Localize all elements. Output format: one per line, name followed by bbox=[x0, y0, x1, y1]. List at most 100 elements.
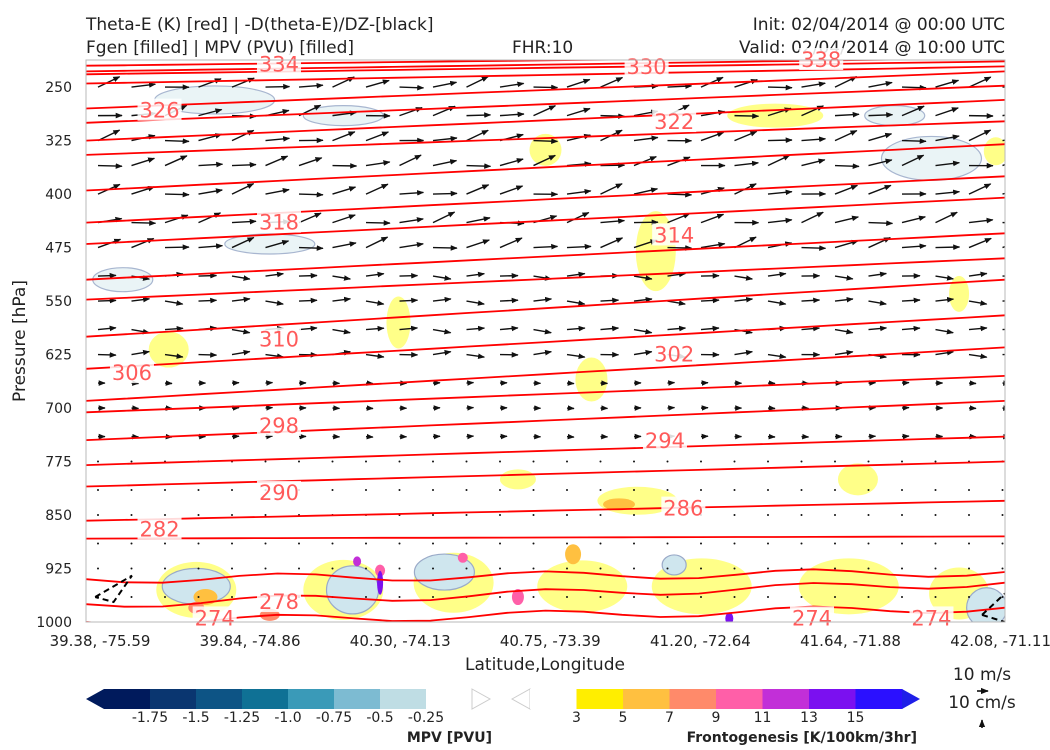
contour-label-bg bbox=[642, 428, 687, 451]
contour-label-bg bbox=[624, 55, 669, 78]
theta-e-contour-label: 334 bbox=[259, 52, 299, 76]
wind-vector bbox=[566, 300, 586, 306]
wind-vector bbox=[968, 76, 992, 88]
dthetae-dz-contour bbox=[94, 574, 133, 604]
colorbar-tick-label: 11 bbox=[754, 710, 772, 726]
colorbar-swatch bbox=[334, 689, 381, 709]
wind-vector bbox=[466, 184, 490, 195]
wind-vector bbox=[968, 596, 970, 599]
wind-vector bbox=[432, 275, 452, 281]
wind-vector bbox=[968, 129, 992, 142]
wind-key-vertical: 10 cm/s bbox=[948, 693, 1016, 713]
wind-vector bbox=[432, 514, 434, 517]
wind-vector bbox=[801, 81, 826, 88]
wind-vector bbox=[935, 79, 960, 88]
wind-vector bbox=[197, 514, 200, 517]
wind-vector bbox=[466, 271, 485, 278]
wind-vector bbox=[901, 514, 903, 517]
wind-vector bbox=[867, 489, 870, 492]
wind-vector bbox=[164, 514, 166, 517]
field-blob bbox=[325, 565, 380, 615]
theta-e-isentrope bbox=[86, 499, 1005, 522]
wind-vector bbox=[935, 244, 961, 250]
wind-vector bbox=[198, 352, 218, 358]
wind-vector bbox=[800, 542, 803, 545]
wind-vector bbox=[97, 297, 117, 304]
wind-vector bbox=[264, 567, 267, 570]
wind-vector bbox=[1001, 542, 1004, 545]
wind-vector bbox=[767, 217, 793, 224]
theta-e-isentrope bbox=[86, 605, 1005, 622]
colorbar-swatch bbox=[150, 689, 197, 709]
wind-vector bbox=[231, 349, 251, 356]
wind-vector bbox=[733, 460, 736, 463]
wind-vector bbox=[767, 137, 793, 143]
colorbar-tick-label: 13 bbox=[800, 710, 818, 726]
field-blob bbox=[537, 560, 628, 613]
plot-frame bbox=[85, 59, 1006, 623]
wind-vector bbox=[901, 154, 925, 167]
wind-vector bbox=[935, 134, 960, 142]
theta-e-contour-label: 302 bbox=[654, 343, 694, 367]
wind-vector bbox=[767, 596, 769, 599]
colorbar-swatch bbox=[623, 689, 670, 709]
wind-vector bbox=[633, 460, 635, 463]
wind-vector bbox=[901, 215, 926, 224]
wind-vector bbox=[566, 489, 568, 492]
wind-vector bbox=[801, 297, 821, 304]
wind-vector bbox=[834, 111, 860, 118]
theta-e-isentrope bbox=[86, 175, 1005, 224]
colorbar-swatch bbox=[196, 689, 243, 709]
wind-vector bbox=[566, 107, 591, 117]
colorbar-extend-low bbox=[86, 689, 104, 709]
wind-vector bbox=[633, 567, 635, 570]
wind-vector bbox=[734, 296, 754, 303]
wind-vector bbox=[164, 300, 184, 306]
wind-vector bbox=[432, 596, 434, 599]
wind-vector bbox=[633, 489, 635, 492]
wind-vector bbox=[130, 460, 133, 463]
theta-e-isentrope bbox=[86, 232, 1005, 281]
wind-vector bbox=[700, 297, 720, 304]
wind-vector bbox=[734, 160, 759, 167]
field-blob bbox=[565, 544, 582, 565]
contour-label-bg bbox=[799, 48, 844, 70]
wind-vector bbox=[499, 542, 501, 545]
wind-vector bbox=[1001, 567, 1004, 570]
wind-vector bbox=[231, 296, 251, 303]
wind-vector bbox=[733, 567, 736, 570]
contour-label-bg bbox=[109, 361, 154, 384]
wind-vector bbox=[399, 242, 424, 249]
wind-vector bbox=[432, 567, 434, 570]
theta-e-contour-label: 326 bbox=[139, 99, 179, 123]
wind-vector bbox=[734, 130, 758, 142]
wind-vector bbox=[968, 542, 970, 545]
wind-vector bbox=[365, 183, 389, 195]
field-blob bbox=[499, 469, 536, 490]
wind-vector bbox=[465, 514, 468, 517]
colorbar-tick-label: -0.25 bbox=[408, 710, 444, 726]
theta-e-contour-label: 282 bbox=[139, 517, 179, 541]
wind-vector bbox=[131, 157, 156, 167]
wind-vector bbox=[532, 542, 535, 545]
wind-vector bbox=[566, 211, 590, 224]
wind-vector bbox=[465, 567, 468, 570]
wind-vector bbox=[867, 460, 870, 463]
wind-vector bbox=[934, 542, 937, 545]
wind-vector bbox=[901, 542, 903, 545]
wind-vector bbox=[365, 271, 385, 278]
wind-vector bbox=[130, 542, 133, 545]
theta-e-isentrope bbox=[86, 346, 1005, 402]
wind-vector bbox=[197, 489, 200, 492]
wind-vector bbox=[365, 596, 367, 599]
x-tick-label: 42.08, -71.11 bbox=[950, 632, 1050, 650]
contour-label-bg bbox=[192, 606, 237, 629]
wind-vector bbox=[566, 514, 568, 517]
wind-vector bbox=[532, 514, 535, 517]
wind-vector bbox=[164, 138, 190, 144]
wind-vector bbox=[298, 297, 318, 304]
wind-key-horizontal: 10 m/s bbox=[953, 665, 1011, 685]
colorbar-swatch bbox=[530, 689, 577, 709]
wind-vector bbox=[834, 239, 859, 249]
